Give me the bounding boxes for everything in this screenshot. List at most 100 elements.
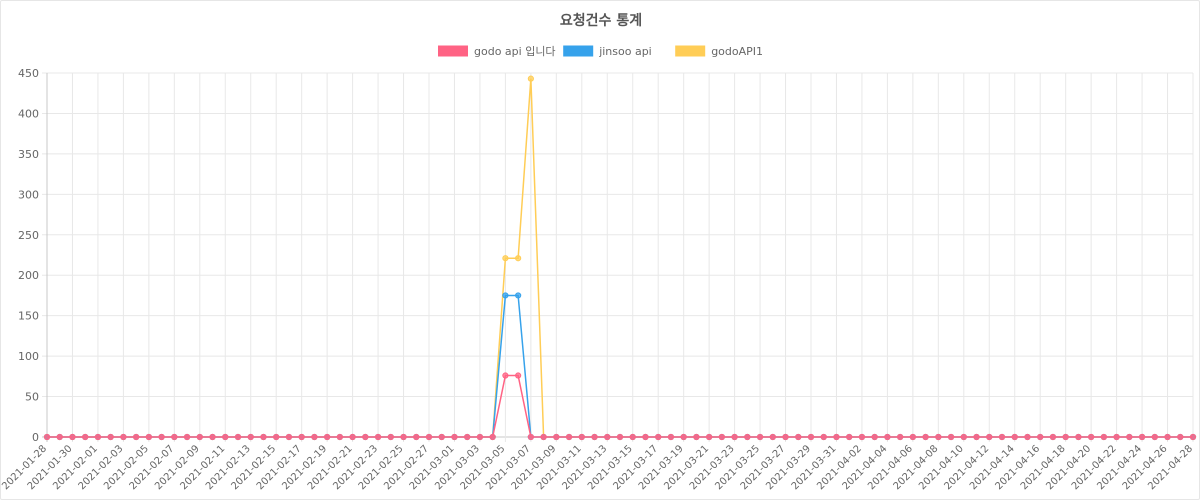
data-point[interactable] bbox=[349, 433, 356, 441]
data-point[interactable] bbox=[273, 433, 280, 441]
data-point[interactable] bbox=[1126, 433, 1133, 441]
data-point[interactable] bbox=[515, 372, 522, 379]
data-point[interactable] bbox=[183, 433, 191, 441]
data-point[interactable] bbox=[1177, 433, 1184, 441]
data-point[interactable] bbox=[909, 433, 916, 441]
data-point[interactable] bbox=[884, 433, 891, 441]
data-point[interactable] bbox=[642, 433, 649, 441]
data-point[interactable] bbox=[986, 433, 993, 441]
data-point[interactable] bbox=[120, 433, 127, 441]
data-point[interactable] bbox=[476, 433, 484, 441]
data-point[interactable] bbox=[858, 433, 866, 441]
data-point[interactable] bbox=[171, 433, 178, 441]
data-point[interactable] bbox=[311, 433, 318, 441]
data-point[interactable] bbox=[400, 433, 407, 441]
legend-item[interactable]: godoAPI1 bbox=[675, 45, 763, 58]
data-point[interactable] bbox=[629, 433, 636, 441]
data-point[interactable] bbox=[158, 433, 165, 441]
data-point[interactable] bbox=[706, 433, 713, 441]
data-point[interactable] bbox=[922, 433, 929, 441]
data-point[interactable] bbox=[1189, 433, 1197, 441]
data-point[interactable] bbox=[744, 433, 751, 441]
data-point[interactable] bbox=[336, 433, 343, 441]
data-point[interactable] bbox=[1049, 433, 1057, 441]
data-point[interactable] bbox=[846, 433, 853, 441]
data-point[interactable] bbox=[145, 433, 152, 441]
data-point[interactable] bbox=[591, 433, 598, 441]
data-point[interactable] bbox=[1088, 433, 1095, 441]
data-point[interactable] bbox=[489, 433, 496, 441]
data-point[interactable] bbox=[897, 433, 904, 441]
data-point[interactable] bbox=[94, 433, 102, 441]
data-point[interactable] bbox=[222, 433, 229, 441]
data-point[interactable] bbox=[655, 433, 662, 441]
data-point[interactable] bbox=[833, 433, 840, 441]
data-point[interactable] bbox=[324, 433, 331, 441]
data-point[interactable] bbox=[820, 433, 827, 441]
data-point[interactable] bbox=[1037, 433, 1044, 441]
data-point[interactable] bbox=[973, 433, 980, 441]
data-point[interactable] bbox=[515, 255, 522, 262]
data-point[interactable] bbox=[718, 433, 725, 441]
data-point[interactable] bbox=[69, 433, 76, 441]
data-point[interactable] bbox=[133, 433, 140, 441]
data-point[interactable] bbox=[502, 292, 509, 299]
data-point[interactable] bbox=[438, 433, 445, 441]
data-point[interactable] bbox=[527, 433, 534, 441]
data-point[interactable] bbox=[515, 292, 522, 299]
data-point[interactable] bbox=[464, 433, 471, 441]
data-point[interactable] bbox=[616, 433, 624, 441]
data-point[interactable] bbox=[298, 433, 305, 441]
data-point[interactable] bbox=[565, 433, 573, 441]
data-point[interactable] bbox=[1151, 433, 1158, 441]
data-point[interactable] bbox=[1100, 433, 1107, 441]
data-point[interactable] bbox=[209, 433, 216, 441]
data-point[interactable] bbox=[56, 433, 63, 441]
data-point[interactable] bbox=[451, 433, 458, 441]
legend-item[interactable]: godo api 입니다 bbox=[438, 45, 556, 58]
data-point[interactable] bbox=[756, 433, 764, 441]
data-point[interactable] bbox=[1138, 433, 1146, 441]
data-point[interactable] bbox=[578, 433, 585, 441]
data-point[interactable] bbox=[1011, 433, 1018, 441]
data-point[interactable] bbox=[1113, 433, 1120, 441]
data-point[interactable] bbox=[935, 433, 942, 441]
data-point[interactable] bbox=[196, 433, 203, 441]
data-point[interactable] bbox=[285, 433, 293, 441]
data-point[interactable] bbox=[998, 433, 1006, 441]
data-point[interactable] bbox=[540, 433, 547, 441]
data-point[interactable] bbox=[362, 433, 369, 441]
data-point[interactable] bbox=[425, 433, 433, 441]
data-point[interactable] bbox=[769, 433, 776, 441]
data-point[interactable] bbox=[871, 433, 878, 441]
data-point[interactable] bbox=[667, 433, 675, 441]
data-point[interactable] bbox=[731, 433, 738, 441]
data-point[interactable] bbox=[502, 255, 509, 262]
data-point[interactable] bbox=[947, 433, 955, 441]
data-point[interactable] bbox=[1062, 433, 1069, 441]
data-point[interactable] bbox=[795, 433, 802, 441]
data-point[interactable] bbox=[374, 433, 382, 441]
data-point[interactable] bbox=[107, 433, 114, 441]
data-point[interactable] bbox=[527, 75, 534, 82]
data-point[interactable] bbox=[604, 433, 611, 441]
legend-item[interactable]: jinsoo api bbox=[563, 45, 652, 58]
data-point[interactable] bbox=[502, 372, 509, 379]
data-point[interactable] bbox=[680, 433, 687, 441]
data-point[interactable] bbox=[413, 433, 420, 441]
data-point[interactable] bbox=[247, 433, 254, 441]
data-point[interactable] bbox=[1075, 433, 1082, 441]
data-point[interactable] bbox=[234, 433, 242, 441]
data-point[interactable] bbox=[693, 433, 700, 441]
data-point[interactable] bbox=[82, 433, 89, 441]
data-point[interactable] bbox=[260, 433, 267, 441]
series-line bbox=[47, 294, 1193, 438]
data-point[interactable] bbox=[1164, 433, 1171, 441]
data-point[interactable] bbox=[1024, 433, 1031, 441]
data-point[interactable] bbox=[43, 433, 51, 441]
data-point[interactable] bbox=[960, 433, 967, 441]
data-point[interactable] bbox=[387, 433, 394, 441]
data-point[interactable] bbox=[553, 433, 560, 441]
data-point[interactable] bbox=[807, 433, 815, 441]
data-point[interactable] bbox=[782, 433, 789, 441]
